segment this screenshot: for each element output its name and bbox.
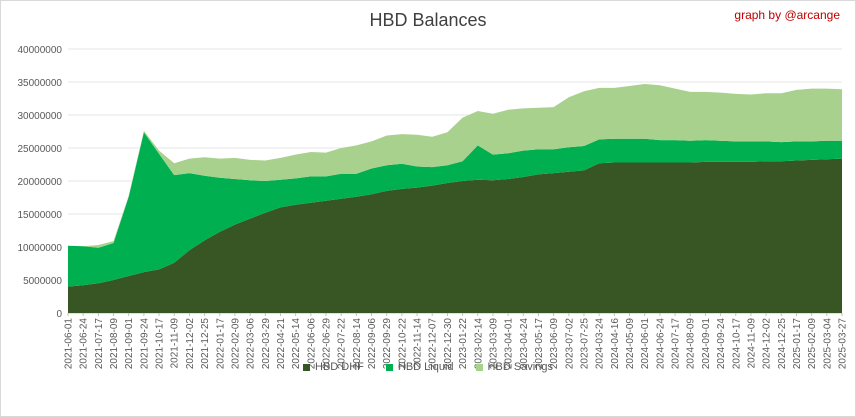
x-tick-label: 2022-01-17 (215, 318, 226, 370)
x-tick-label: 2024-12-25 (777, 318, 788, 370)
legend-swatch-savings (475, 363, 483, 371)
x-tick-label: 2021-12-02 (185, 318, 196, 370)
x-tick-label: 2024-04-16 (610, 318, 621, 370)
x-tick-label: 2022-07-22 (337, 318, 348, 370)
legend-swatch-dhf (303, 363, 311, 371)
x-tick-label: 2023-07-02 (564, 318, 575, 370)
x-tick-label: 2021-12-25 (200, 318, 211, 370)
y-tick-label: 30000000 (18, 111, 63, 122)
x-tick-label: 2022-10-22 (397, 318, 408, 370)
x-tick-label: 2021-09-24 (139, 318, 150, 370)
x-tick-label: 2022-06-29 (322, 318, 333, 370)
x-tick-label: 2025-03-04 (822, 318, 833, 370)
x-tick-label: 2022-12-30 (443, 318, 454, 370)
chart-title: HBD Balances (369, 10, 487, 30)
x-tick-label: 2021-08-09 (109, 318, 120, 370)
y-tick-label: 20000000 (18, 177, 63, 188)
x-tick-label: 2023-06-09 (549, 318, 560, 370)
legend-swatch-liquid (385, 363, 393, 371)
x-tick-label: 2024-06-01 (640, 318, 651, 370)
x-tick-label: 2022-08-14 (352, 318, 363, 370)
chart-credit: graph by @arcange (734, 8, 840, 22)
legend-item-liquid: HBD Liquid (385, 361, 454, 373)
legend-item-dhf: HBD DHF (303, 361, 364, 373)
x-tick-label: 2025-02-09 (807, 318, 818, 370)
x-tick-label: 2022-12-07 (428, 318, 439, 370)
legend-item-savings: HBD Savings (475, 361, 553, 373)
x-tick-label: 2023-07-25 (580, 318, 591, 370)
y-tick-label: 15000000 (18, 210, 63, 221)
y-tick-label: 25000000 (18, 144, 63, 155)
x-tick-label: 2022-03-06 (246, 318, 257, 370)
x-tick-label: 2021-06-24 (79, 318, 90, 370)
x-tick-label: 2022-03-29 (261, 318, 272, 370)
x-tick-label: 2024-06-24 (655, 318, 666, 370)
x-tick-label: 2023-02-14 (473, 318, 484, 370)
x-tick-label: 2022-09-29 (382, 318, 393, 370)
x-tick-label: 2025-03-27 (838, 318, 849, 370)
x-tick-label: 2021-07-17 (94, 318, 105, 370)
x-tick-label: 2021-09-01 (124, 318, 135, 370)
x-tick-label: 2023-03-09 (488, 318, 499, 370)
x-tick-label: 2022-05-14 (291, 318, 302, 370)
y-tick-label: 35000000 (18, 78, 63, 89)
x-tick-label: 2024-05-09 (625, 318, 636, 370)
chart-legend: HBD DHF HBD Liquid HBD Savings (0, 361, 856, 373)
x-tick-label: 2024-07-17 (671, 318, 682, 370)
y-tick-label: 5000000 (23, 276, 62, 287)
x-tick-label: 2024-03-24 (595, 318, 606, 370)
x-tick-label: 2025-01-17 (792, 318, 803, 370)
x-tick-label: 2023-05-17 (534, 318, 545, 370)
area-series-liquid (68, 132, 842, 287)
x-tick-label: 2022-04-21 (276, 318, 287, 370)
x-tick-label: 2024-11-09 (746, 318, 757, 369)
x-tick-label: 2024-09-01 (701, 318, 712, 370)
legend-label-liquid: HBD Liquid (397, 361, 454, 373)
y-tick-label: 10000000 (18, 243, 63, 254)
x-tick-label: 2023-04-24 (519, 318, 530, 370)
x-tick-label: 2023-04-01 (504, 318, 515, 370)
x-tick-label: 2022-02-09 (230, 318, 241, 370)
x-tick-label: 2022-09-06 (367, 318, 378, 370)
x-tick-label: 2023-01-22 (458, 318, 469, 370)
x-tick-label: 2022-06-06 (306, 318, 317, 370)
y-tick-label: 0 (56, 309, 62, 320)
legend-label-savings: HBD Savings (487, 361, 553, 373)
y-tick-label: 40000000 (18, 45, 63, 56)
x-tick-label: 2024-10-17 (731, 318, 742, 370)
x-tick-label: 2021-11-09 (170, 318, 181, 369)
x-tick-label: 2021-06-01 (64, 318, 75, 370)
x-tick-label: 2021-10-17 (155, 318, 166, 370)
x-tick-label: 2024-09-24 (716, 318, 727, 370)
legend-label-dhf: HBD DHF (315, 361, 364, 373)
area-series-savings (68, 84, 842, 248)
area-series-dhf (68, 158, 842, 313)
x-tick-label: 2024-08-09 (686, 318, 697, 370)
x-tick-label: 2024-12-02 (762, 318, 773, 370)
x-tick-label: 2022-11-14 (413, 318, 424, 369)
